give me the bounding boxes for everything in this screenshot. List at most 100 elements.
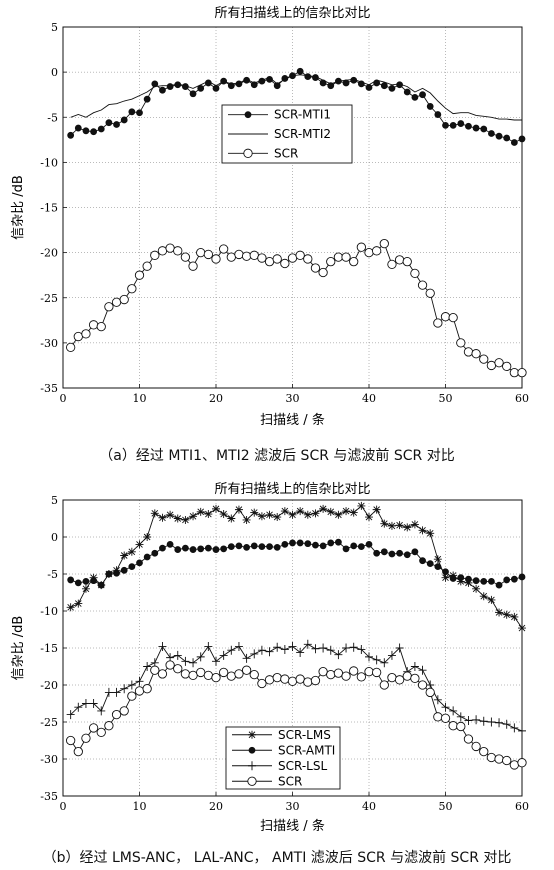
y-tick-label: -25 bbox=[40, 292, 58, 305]
caption-a: （a）经过 MTI1、MTI2 滤波后 SCR 与滤波前 SCR 对比 bbox=[99, 448, 455, 464]
data-point bbox=[227, 514, 236, 523]
data-point bbox=[465, 122, 472, 130]
data-point bbox=[296, 507, 305, 516]
data-point bbox=[73, 746, 83, 757]
data-point bbox=[143, 533, 152, 541]
data-point bbox=[464, 578, 473, 587]
data-point bbox=[120, 566, 128, 574]
data-point bbox=[304, 73, 312, 81]
data-point bbox=[310, 263, 321, 273]
data-point bbox=[495, 608, 504, 617]
data-point bbox=[364, 667, 374, 677]
data-point bbox=[517, 368, 527, 378]
data-point bbox=[326, 507, 335, 516]
data-point bbox=[456, 712, 465, 722]
data-point bbox=[472, 577, 480, 585]
data-point bbox=[273, 543, 281, 551]
data-point bbox=[196, 507, 205, 516]
data-point bbox=[334, 510, 343, 519]
data-point bbox=[250, 81, 258, 89]
data-point bbox=[90, 128, 97, 136]
x-tick-label: 50 bbox=[439, 392, 453, 405]
data-point bbox=[264, 256, 275, 267]
data-point bbox=[356, 672, 366, 682]
chart-title: 所有扫描线上的信杂比对比 bbox=[214, 5, 370, 21]
data-point bbox=[509, 368, 519, 378]
data-point bbox=[518, 135, 526, 143]
data-point bbox=[304, 540, 312, 548]
x-tick-label: 60 bbox=[515, 392, 529, 405]
data-point bbox=[465, 575, 472, 583]
data-point bbox=[463, 734, 474, 744]
series-line bbox=[70, 505, 523, 629]
data-point bbox=[235, 542, 243, 550]
data-point bbox=[257, 645, 266, 655]
data-point bbox=[372, 505, 381, 514]
data-point bbox=[334, 538, 342, 546]
data-point bbox=[113, 121, 120, 128]
data-point bbox=[165, 243, 175, 253]
data-point bbox=[136, 109, 143, 117]
data-point bbox=[365, 84, 373, 91]
data-point bbox=[196, 667, 206, 678]
data-point bbox=[419, 557, 426, 565]
data-point bbox=[203, 249, 214, 260]
data-point bbox=[234, 505, 243, 514]
data-point bbox=[258, 543, 266, 551]
data-point bbox=[319, 542, 327, 550]
data-point bbox=[487, 717, 496, 727]
caption-b: （b）经过 LMS-ANC， LAL-ANC， AMTI 滤波后 SCR 与滤波… bbox=[42, 850, 512, 866]
data-point bbox=[197, 545, 205, 553]
x-tick-label: 10 bbox=[133, 392, 147, 405]
data-point bbox=[113, 569, 120, 577]
x-tick-label: 40 bbox=[362, 800, 376, 813]
data-point bbox=[250, 649, 259, 659]
y-tick-label: -20 bbox=[40, 247, 58, 260]
data-point bbox=[135, 676, 144, 686]
data-point bbox=[250, 508, 259, 517]
data-point bbox=[88, 320, 99, 330]
legend-marker bbox=[247, 776, 257, 786]
data-point bbox=[120, 684, 129, 694]
legend-label: SCR-MTI1 bbox=[274, 108, 331, 122]
data-point bbox=[97, 706, 106, 716]
data-point bbox=[81, 733, 91, 743]
y-axis-label: 信杂比 /dB bbox=[11, 616, 26, 681]
series-scr-lsl bbox=[66, 639, 526, 736]
data-point bbox=[487, 595, 496, 604]
data-point bbox=[188, 261, 198, 271]
data-point bbox=[128, 108, 136, 116]
data-point bbox=[327, 539, 335, 547]
data-point bbox=[380, 82, 388, 90]
data-point bbox=[457, 120, 465, 127]
data-point bbox=[105, 570, 113, 578]
data-point bbox=[371, 246, 382, 256]
data-point bbox=[150, 250, 160, 260]
data-point bbox=[104, 721, 114, 731]
data-point bbox=[296, 539, 304, 547]
data-point bbox=[105, 119, 113, 127]
data-point bbox=[403, 551, 411, 559]
data-point bbox=[495, 718, 504, 728]
x-tick-label: 30 bbox=[286, 800, 300, 813]
data-point bbox=[96, 321, 106, 332]
data-point bbox=[433, 318, 443, 328]
data-point bbox=[280, 507, 289, 516]
data-point bbox=[243, 543, 251, 551]
legend: SCR-MTI1 SCR-MTI2 SCR bbox=[221, 104, 353, 164]
data-point bbox=[503, 134, 511, 142]
data-point bbox=[411, 93, 419, 101]
data-point bbox=[349, 642, 358, 652]
y-tick-label: -5 bbox=[47, 111, 58, 124]
data-point bbox=[127, 284, 137, 294]
x-tick-label: 0 bbox=[60, 800, 67, 813]
data-point bbox=[119, 706, 129, 716]
data-point bbox=[479, 354, 489, 364]
data-point bbox=[426, 103, 434, 110]
y-tick-label: -30 bbox=[40, 753, 58, 766]
data-point bbox=[510, 723, 519, 733]
data-point bbox=[143, 95, 151, 103]
data-point bbox=[173, 246, 183, 256]
data-point bbox=[403, 523, 412, 532]
